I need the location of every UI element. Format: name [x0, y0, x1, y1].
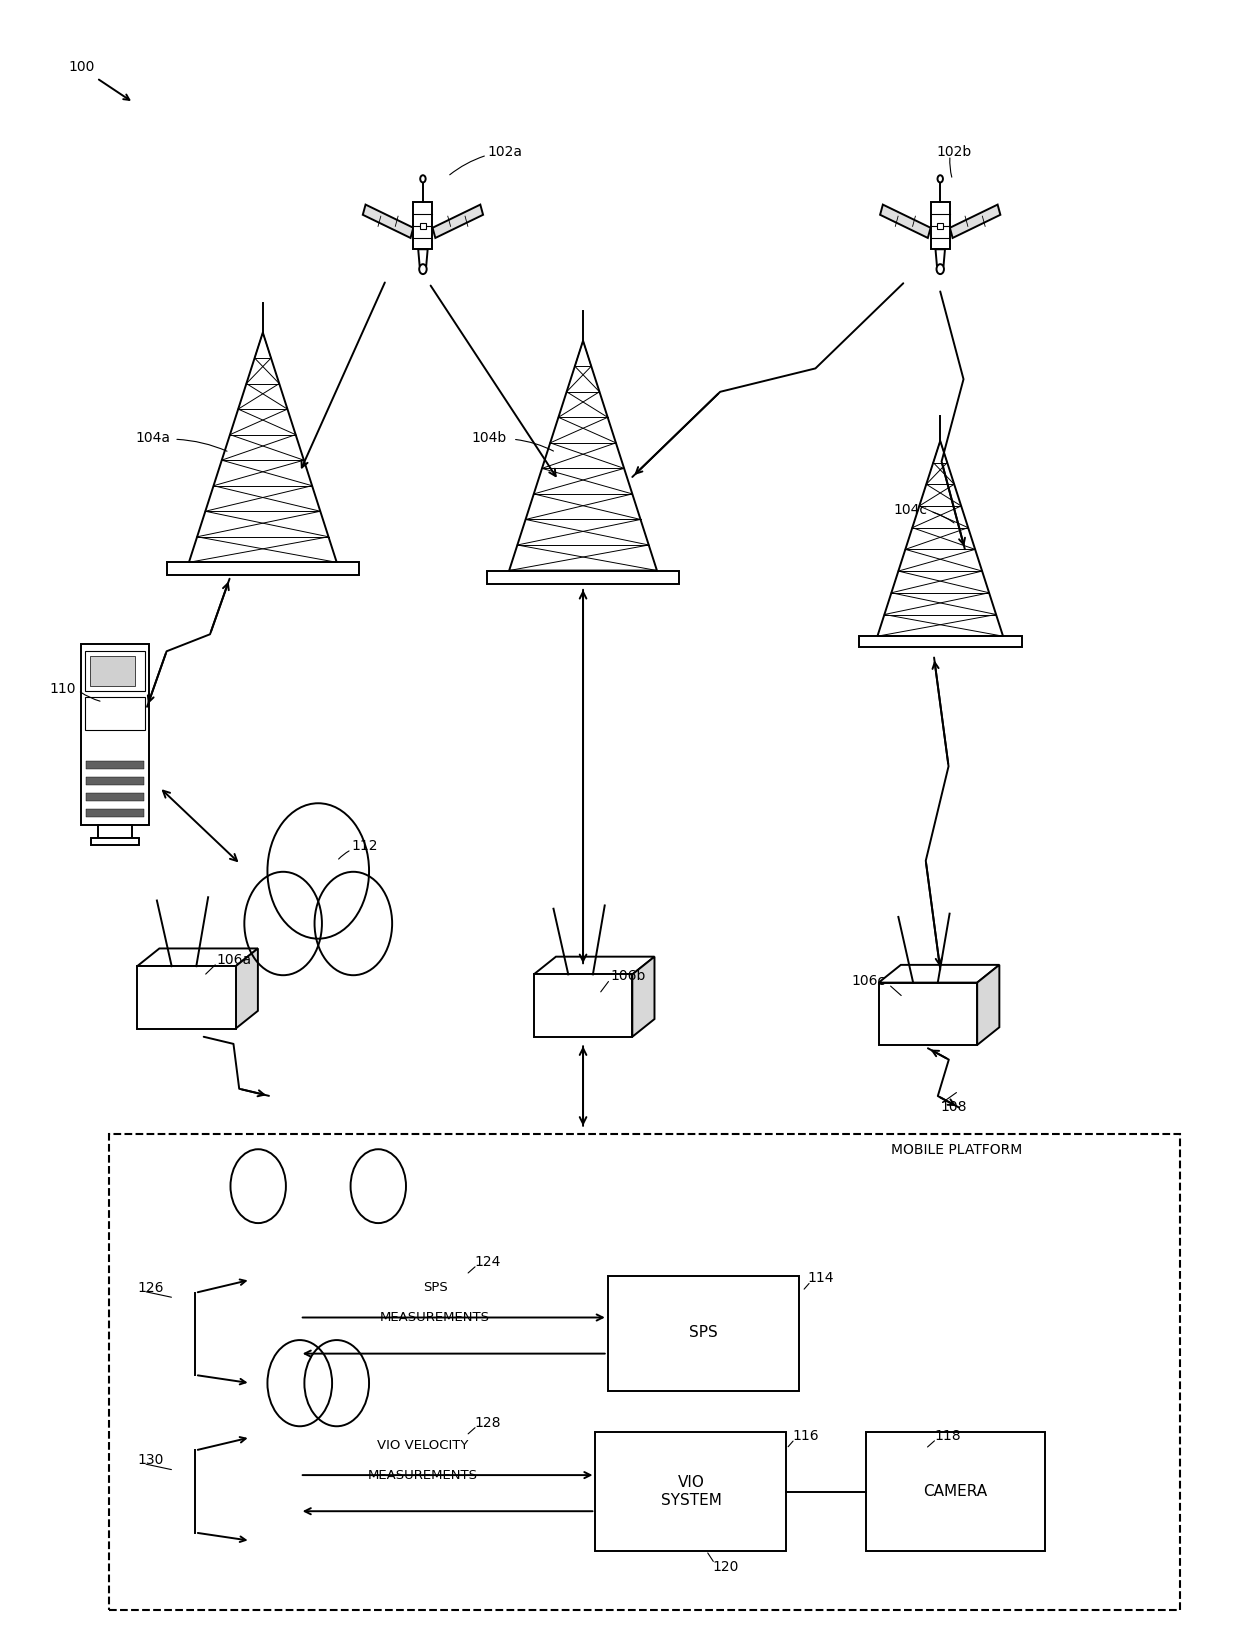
Text: 106c: 106c: [852, 974, 887, 988]
Circle shape: [936, 264, 944, 274]
Text: 114: 114: [807, 1270, 833, 1285]
Bar: [879, 983, 977, 1044]
Polygon shape: [880, 205, 930, 238]
Text: 130: 130: [138, 1454, 164, 1467]
Polygon shape: [935, 249, 945, 266]
Bar: [98, 825, 131, 838]
Text: CAMERA: CAMERA: [923, 1483, 987, 1498]
Bar: [84, 652, 145, 691]
Bar: [86, 762, 144, 769]
Bar: [937, 223, 944, 229]
Circle shape: [268, 1340, 332, 1426]
Circle shape: [231, 1150, 286, 1223]
Text: 106a: 106a: [216, 952, 252, 967]
Text: 100: 100: [68, 59, 94, 74]
Polygon shape: [510, 340, 657, 571]
Bar: [533, 975, 632, 1036]
Bar: [608, 1277, 799, 1391]
Circle shape: [244, 871, 322, 975]
Text: MOBILE PLATFORM: MOBILE PLATFORM: [892, 1142, 1022, 1157]
Text: 112: 112: [351, 840, 378, 853]
Bar: [138, 967, 236, 1028]
Circle shape: [937, 175, 942, 183]
Polygon shape: [236, 949, 258, 1028]
Text: 104a: 104a: [135, 431, 170, 444]
Polygon shape: [878, 441, 1003, 637]
Text: 102b: 102b: [936, 145, 972, 158]
Text: 104b: 104b: [471, 431, 507, 444]
Text: MEASUREMENTS: MEASUREMENTS: [381, 1312, 490, 1323]
Circle shape: [315, 871, 392, 975]
Circle shape: [419, 264, 427, 274]
Text: 104c: 104c: [894, 503, 928, 516]
Bar: [84, 698, 145, 729]
Polygon shape: [138, 949, 258, 967]
Text: 108: 108: [940, 1101, 967, 1114]
Text: 106b: 106b: [610, 969, 646, 983]
Circle shape: [268, 804, 370, 939]
Bar: [86, 777, 144, 785]
Circle shape: [420, 175, 425, 183]
Polygon shape: [188, 333, 337, 563]
Text: 120: 120: [712, 1559, 739, 1574]
Text: 126: 126: [138, 1280, 164, 1295]
Polygon shape: [977, 965, 999, 1044]
Bar: [89, 657, 135, 686]
Polygon shape: [879, 965, 999, 983]
Text: 124: 124: [475, 1254, 501, 1269]
Polygon shape: [632, 957, 655, 1036]
Text: VIO
SYSTEM: VIO SYSTEM: [661, 1475, 722, 1508]
Polygon shape: [418, 249, 428, 266]
Text: SPS: SPS: [423, 1282, 448, 1295]
Bar: [109, 1134, 1180, 1610]
Bar: [867, 1432, 1045, 1551]
Text: 116: 116: [792, 1429, 820, 1442]
Bar: [858, 637, 1022, 647]
Bar: [413, 203, 433, 249]
Text: SPS: SPS: [689, 1325, 718, 1340]
Text: 110: 110: [50, 681, 76, 696]
Text: VIO VELOCITY: VIO VELOCITY: [377, 1439, 469, 1452]
Bar: [487, 571, 680, 584]
Bar: [86, 808, 144, 817]
Bar: [81, 645, 149, 825]
Polygon shape: [533, 957, 655, 975]
Text: 128: 128: [475, 1416, 501, 1429]
Bar: [931, 203, 950, 249]
Polygon shape: [363, 205, 413, 238]
Polygon shape: [950, 205, 1001, 238]
Bar: [166, 563, 358, 576]
Bar: [420, 223, 425, 229]
Circle shape: [304, 1340, 370, 1426]
Polygon shape: [433, 205, 484, 238]
Text: 118: 118: [934, 1429, 961, 1442]
Text: 102a: 102a: [487, 145, 522, 158]
Bar: [92, 838, 139, 845]
Circle shape: [351, 1150, 405, 1223]
Bar: [595, 1432, 786, 1551]
Bar: [86, 794, 144, 800]
Text: MEASUREMENTS: MEASUREMENTS: [368, 1468, 477, 1482]
